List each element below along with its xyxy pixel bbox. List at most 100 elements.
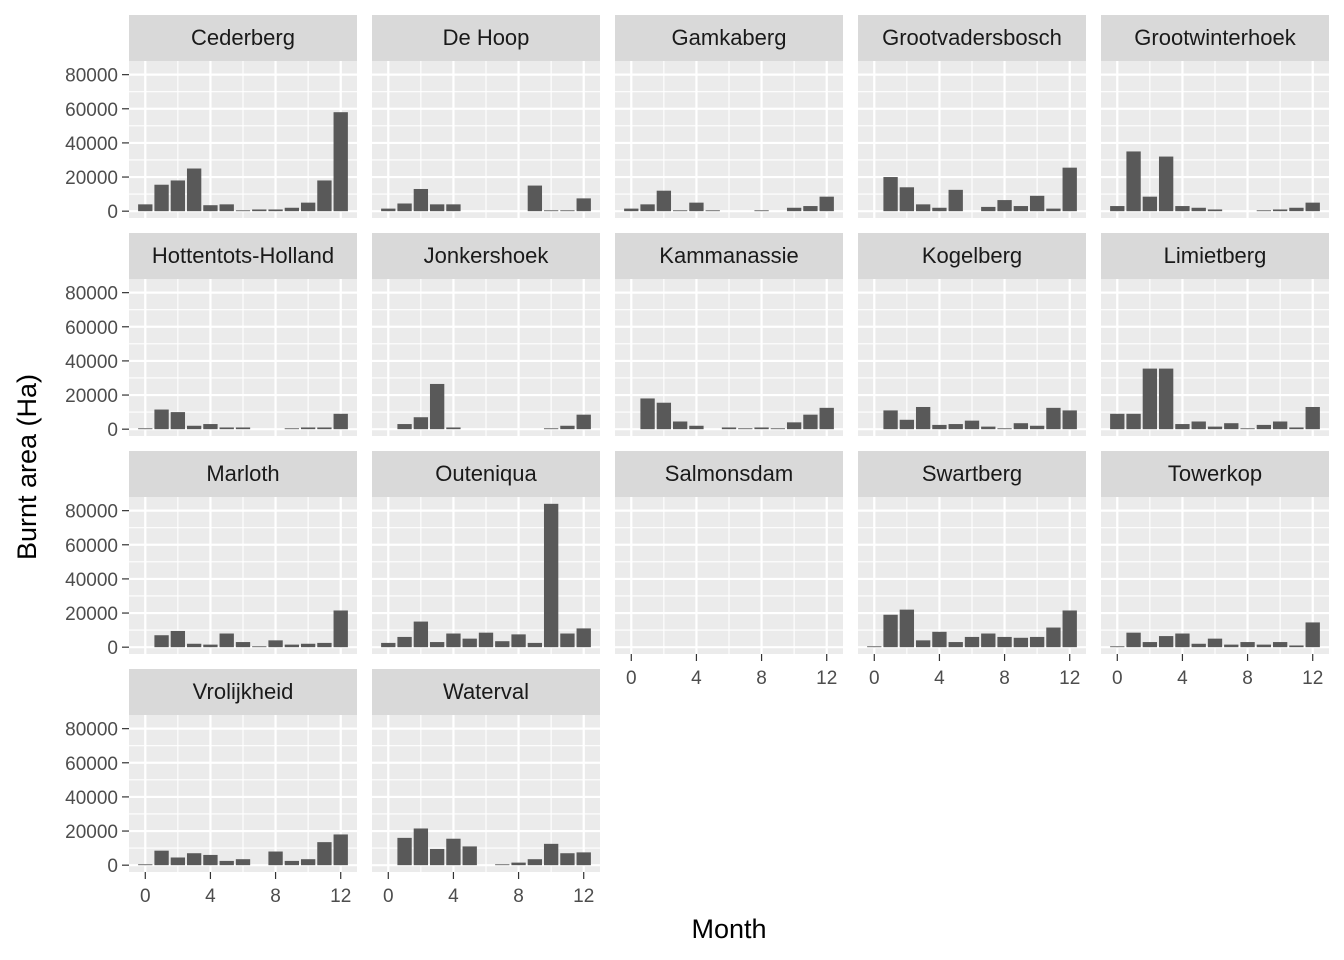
bar-swartberg-month-3 [915, 640, 931, 648]
bar-limietberg-month-8 [1240, 428, 1255, 430]
bar-marloth-month-10 [300, 643, 316, 648]
bar-waterval-month-9 [527, 859, 543, 866]
panel-salmonsdam: Salmonsdam 0 4 8 12 [615, 451, 843, 689]
bar-de-hoop-month-4 [446, 204, 461, 212]
bar-grootwinterhoek-month-3 [1158, 156, 1174, 212]
bar-kammanassie-month-1 [640, 398, 655, 430]
strip-kogelberg [858, 233, 1086, 279]
x-tick-label: 8 [999, 668, 1010, 689]
y-tick-label: 0 [107, 638, 118, 659]
bar-gamkaberg-month-11 [803, 206, 818, 212]
bar-cederberg-month-0 [138, 204, 153, 212]
bar-vrolijkheid-month-0 [138, 864, 153, 866]
bar-vrolijkheid-month-4 [203, 854, 218, 866]
bar-grootvadersbosch-month-1 [883, 177, 898, 212]
bar-limietberg-month-4 [1175, 424, 1190, 430]
bar-gamkaberg-month-12 [819, 196, 834, 212]
bar-outeniqua-month-7 [495, 641, 510, 648]
panel-gamkaberg: Gamkaberg [615, 15, 843, 218]
bar-gamkaberg-month-2 [656, 190, 672, 212]
bar-towerkop-month-8 [1240, 642, 1255, 648]
strip-label-hottentots-holland: Hottentots-Holland [152, 243, 334, 268]
bar-grootwinterhoek-month-12 [1305, 202, 1320, 212]
bar-kammanassie-month-6 [721, 427, 737, 430]
panel-grootvadersbosch: Grootvadersbosch [858, 15, 1086, 218]
panel-limietberg: Limietberg [1101, 233, 1329, 436]
bar-towerkop-month-11 [1289, 645, 1304, 648]
x-tick-label: 0 [1112, 668, 1123, 689]
bar-cederberg-month-9 [284, 207, 300, 212]
strip-kammanassie [615, 233, 843, 279]
strip-limietberg [1101, 233, 1329, 279]
bar-de-hoop-month-1 [397, 203, 412, 212]
strip-towerkop [1101, 451, 1329, 497]
bar-towerkop-month-10 [1272, 642, 1288, 648]
strip-jonkershoek [372, 233, 600, 279]
strip-cederberg [129, 15, 357, 61]
x-tick-label: 4 [1177, 668, 1188, 689]
bar-vrolijkheid-month-8 [268, 851, 283, 866]
bar-grootvadersbosch-month-7 [981, 206, 996, 212]
bar-grootvadersbosch-month-3 [915, 204, 931, 212]
y-tick-label: 80000 [65, 720, 118, 741]
bar-limietberg-month-7 [1224, 423, 1239, 430]
bar-vrolijkheid-month-11 [317, 842, 332, 866]
panel-waterval: Waterval 0 4 8 12 [372, 669, 600, 907]
bar-kogelberg-month-11 [1046, 407, 1061, 430]
bar-hottentots-holland-month-1 [154, 409, 169, 430]
bar-swartberg-month-2 [899, 609, 915, 648]
bar-outeniqua-month-4 [446, 633, 461, 648]
bar-cederberg-month-6 [235, 210, 251, 212]
bar-waterval-month-1 [397, 837, 412, 866]
x-tick-label: 4 [934, 668, 945, 689]
bar-swartberg-month-0 [867, 646, 882, 648]
bar-grootvadersbosch-month-4 [932, 207, 947, 212]
bar-cederberg-month-8 [268, 209, 283, 212]
bar-swartberg-month-8 [997, 636, 1012, 648]
y-tick-label: 20000 [65, 822, 118, 843]
bar-kammanassie-month-2 [656, 402, 672, 430]
strip-de-hoop [372, 15, 600, 61]
strip-grootwinterhoek [1101, 15, 1329, 61]
panel-marloth: Marloth 0 20000 40000 60000 80000 [65, 451, 357, 659]
bar-towerkop-month-7 [1224, 644, 1239, 648]
bar-grootwinterhoek-month-11 [1289, 207, 1304, 212]
x-axis-title: Month [691, 914, 766, 944]
bar-hottentots-holland-month-5 [219, 427, 234, 430]
y-tick-label: 80000 [65, 66, 118, 87]
bar-waterval-month-7 [495, 864, 510, 866]
bar-jonkershoek-month-1 [397, 424, 412, 430]
bar-grootvadersbosch-month-5 [948, 189, 963, 212]
x-tick-label: 0 [626, 668, 637, 689]
bar-kogelberg-month-8 [997, 428, 1012, 430]
bar-marloth-month-12 [333, 610, 348, 648]
strip-label-outeniqua: Outeniqua [435, 461, 537, 486]
bar-grootwinterhoek-month-4 [1175, 206, 1190, 212]
bar-gamkaberg-month-0 [624, 208, 639, 212]
bar-cederberg-month-10 [300, 202, 316, 212]
bar-marloth-month-11 [317, 642, 332, 648]
x-tick-label: 8 [1242, 668, 1253, 689]
strip-label-cederberg: Cederberg [191, 25, 295, 50]
bar-gamkaberg-month-3 [672, 210, 688, 212]
x-tick-label: 12 [1302, 668, 1323, 689]
bar-limietberg-month-2 [1142, 368, 1158, 430]
panel-vrolijkheid: Vrolijkheid 0 20000 40000 60000 80000 0 4 8 12 [65, 669, 357, 907]
bar-towerkop-month-4 [1175, 633, 1190, 648]
bar-kogelberg-month-12 [1062, 410, 1077, 430]
bar-vrolijkheid-month-12 [333, 834, 348, 866]
strip-waterval [372, 669, 600, 715]
bar-hottentots-holland-month-2 [170, 412, 186, 430]
bar-grootvadersbosch-month-10 [1029, 195, 1045, 212]
y-tick-label: 20000 [65, 168, 118, 189]
bar-outeniqua-month-3 [429, 642, 445, 648]
panel-grootwinterhoek: Grootwinterhoek [1101, 15, 1329, 218]
x-tick-label: 8 [270, 886, 281, 907]
bar-grootwinterhoek-month-1 [1126, 151, 1141, 212]
bar-kammanassie-month-4 [689, 425, 704, 430]
strip-swartberg [858, 451, 1086, 497]
bar-outeniqua-month-6 [478, 632, 494, 648]
strip-label-gamkaberg: Gamkaberg [672, 25, 787, 50]
